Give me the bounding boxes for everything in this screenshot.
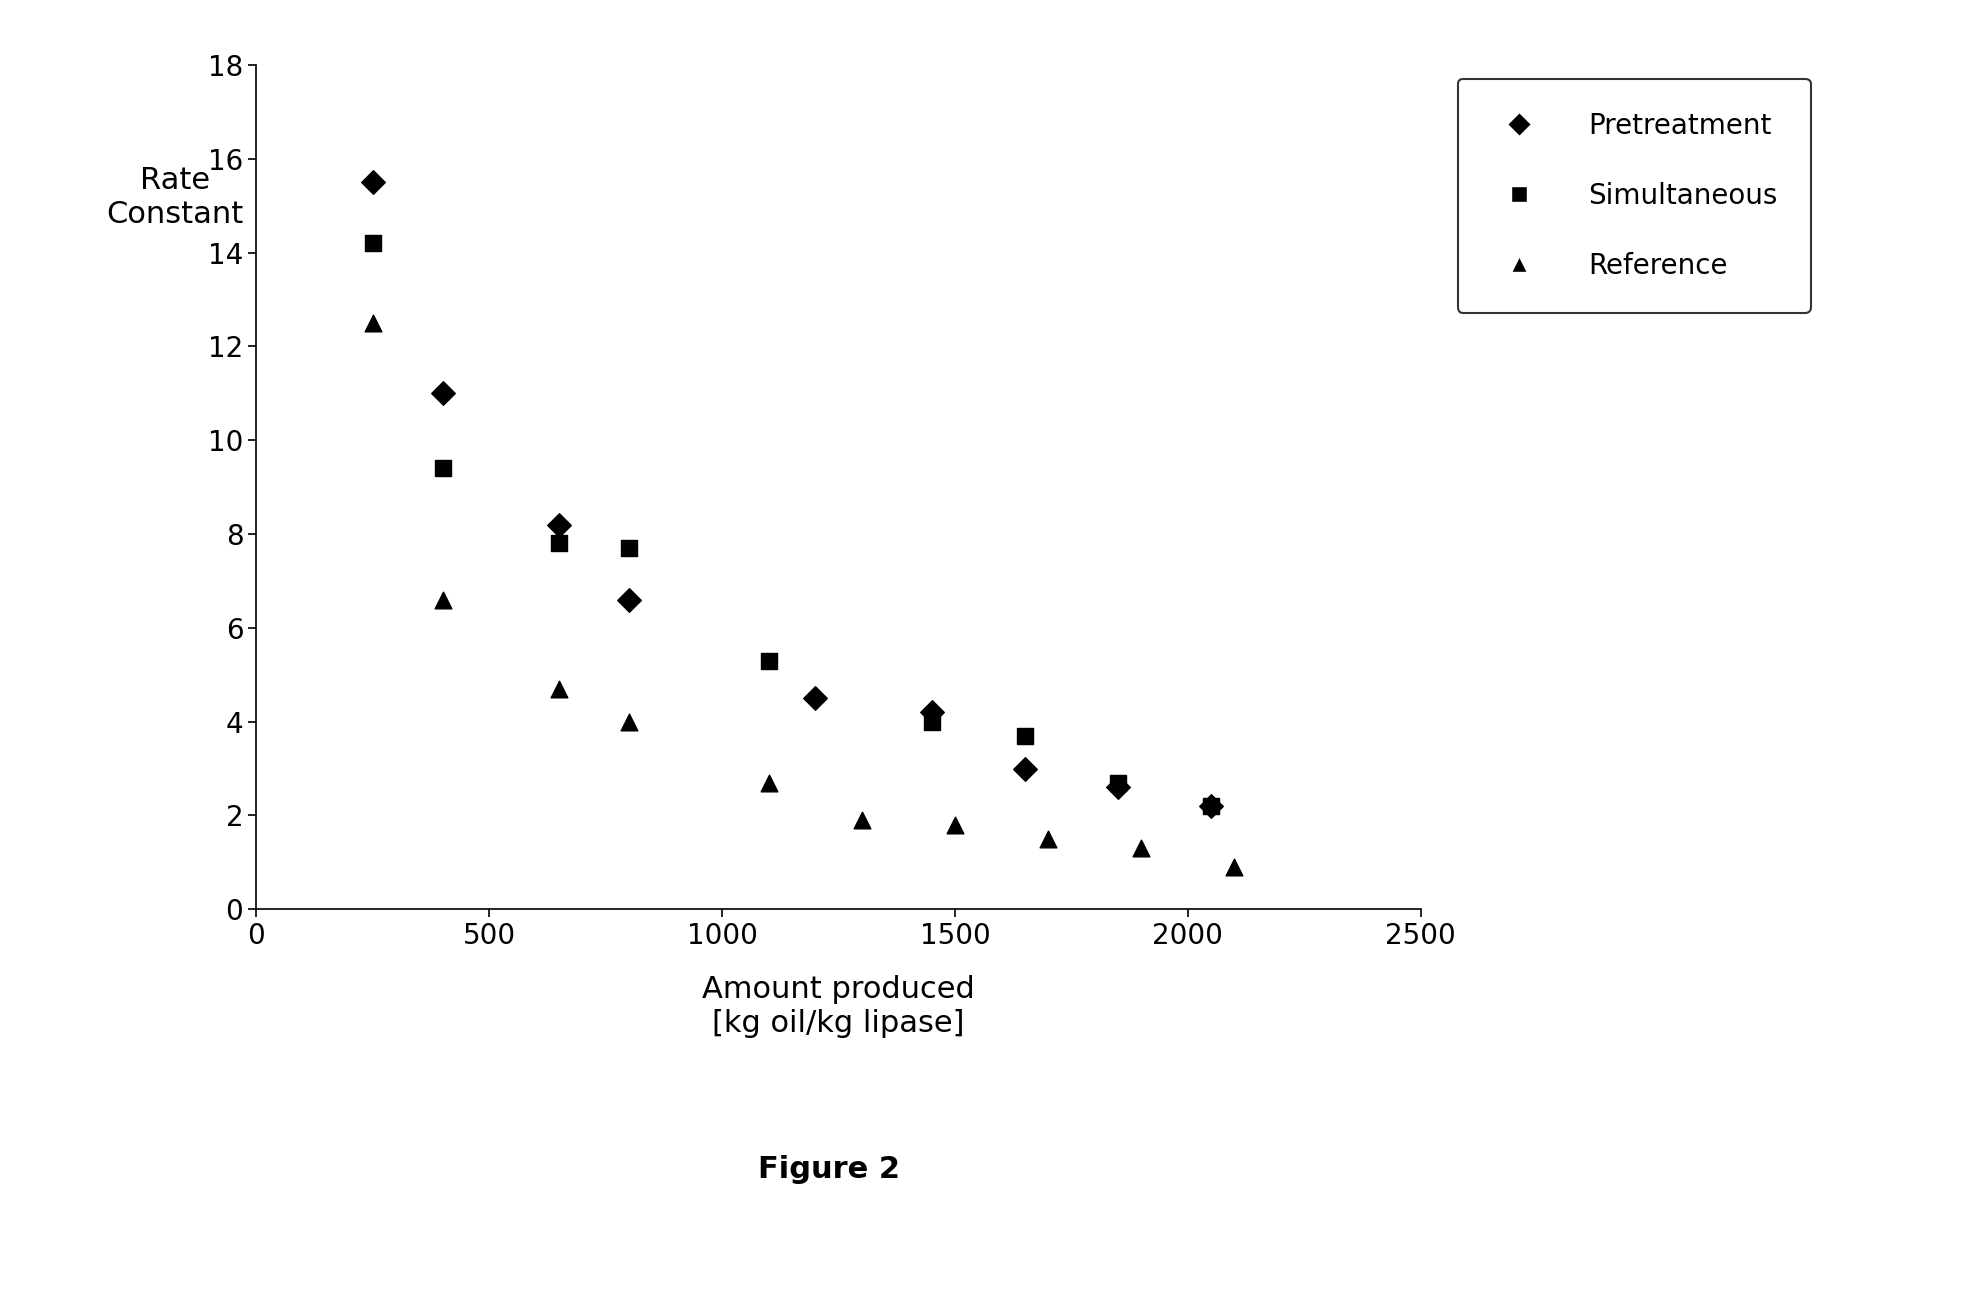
X-axis label: Amount produced
[kg oil/kg lipase]: Amount produced [kg oil/kg lipase] xyxy=(702,976,975,1038)
Point xyxy=(543,678,574,699)
Point xyxy=(1196,796,1227,817)
Point xyxy=(614,538,645,559)
Point xyxy=(357,233,389,253)
Point xyxy=(846,809,878,830)
Point xyxy=(614,590,645,611)
Point xyxy=(543,514,574,535)
Point xyxy=(1032,829,1063,850)
Point xyxy=(426,459,458,479)
Point xyxy=(1196,796,1227,817)
Point xyxy=(543,533,574,553)
Point xyxy=(357,313,389,334)
Point xyxy=(754,772,785,792)
Legend: Pretreatment, Simultaneous, Reference: Pretreatment, Simultaneous, Reference xyxy=(1458,79,1811,313)
Point xyxy=(915,712,947,733)
Point xyxy=(915,701,947,722)
Point xyxy=(1219,857,1251,878)
Point xyxy=(1103,772,1134,792)
Point xyxy=(939,814,971,835)
Point xyxy=(799,688,831,709)
Point xyxy=(426,383,458,404)
Point xyxy=(754,651,785,672)
Point xyxy=(357,171,389,192)
Y-axis label: Rate
Constant: Rate Constant xyxy=(107,166,243,229)
Point xyxy=(1103,777,1134,798)
Point xyxy=(1008,759,1040,779)
Text: Figure 2: Figure 2 xyxy=(758,1155,900,1183)
Point xyxy=(1008,725,1040,746)
Point xyxy=(426,590,458,611)
Point xyxy=(614,712,645,733)
Point xyxy=(1125,838,1156,859)
